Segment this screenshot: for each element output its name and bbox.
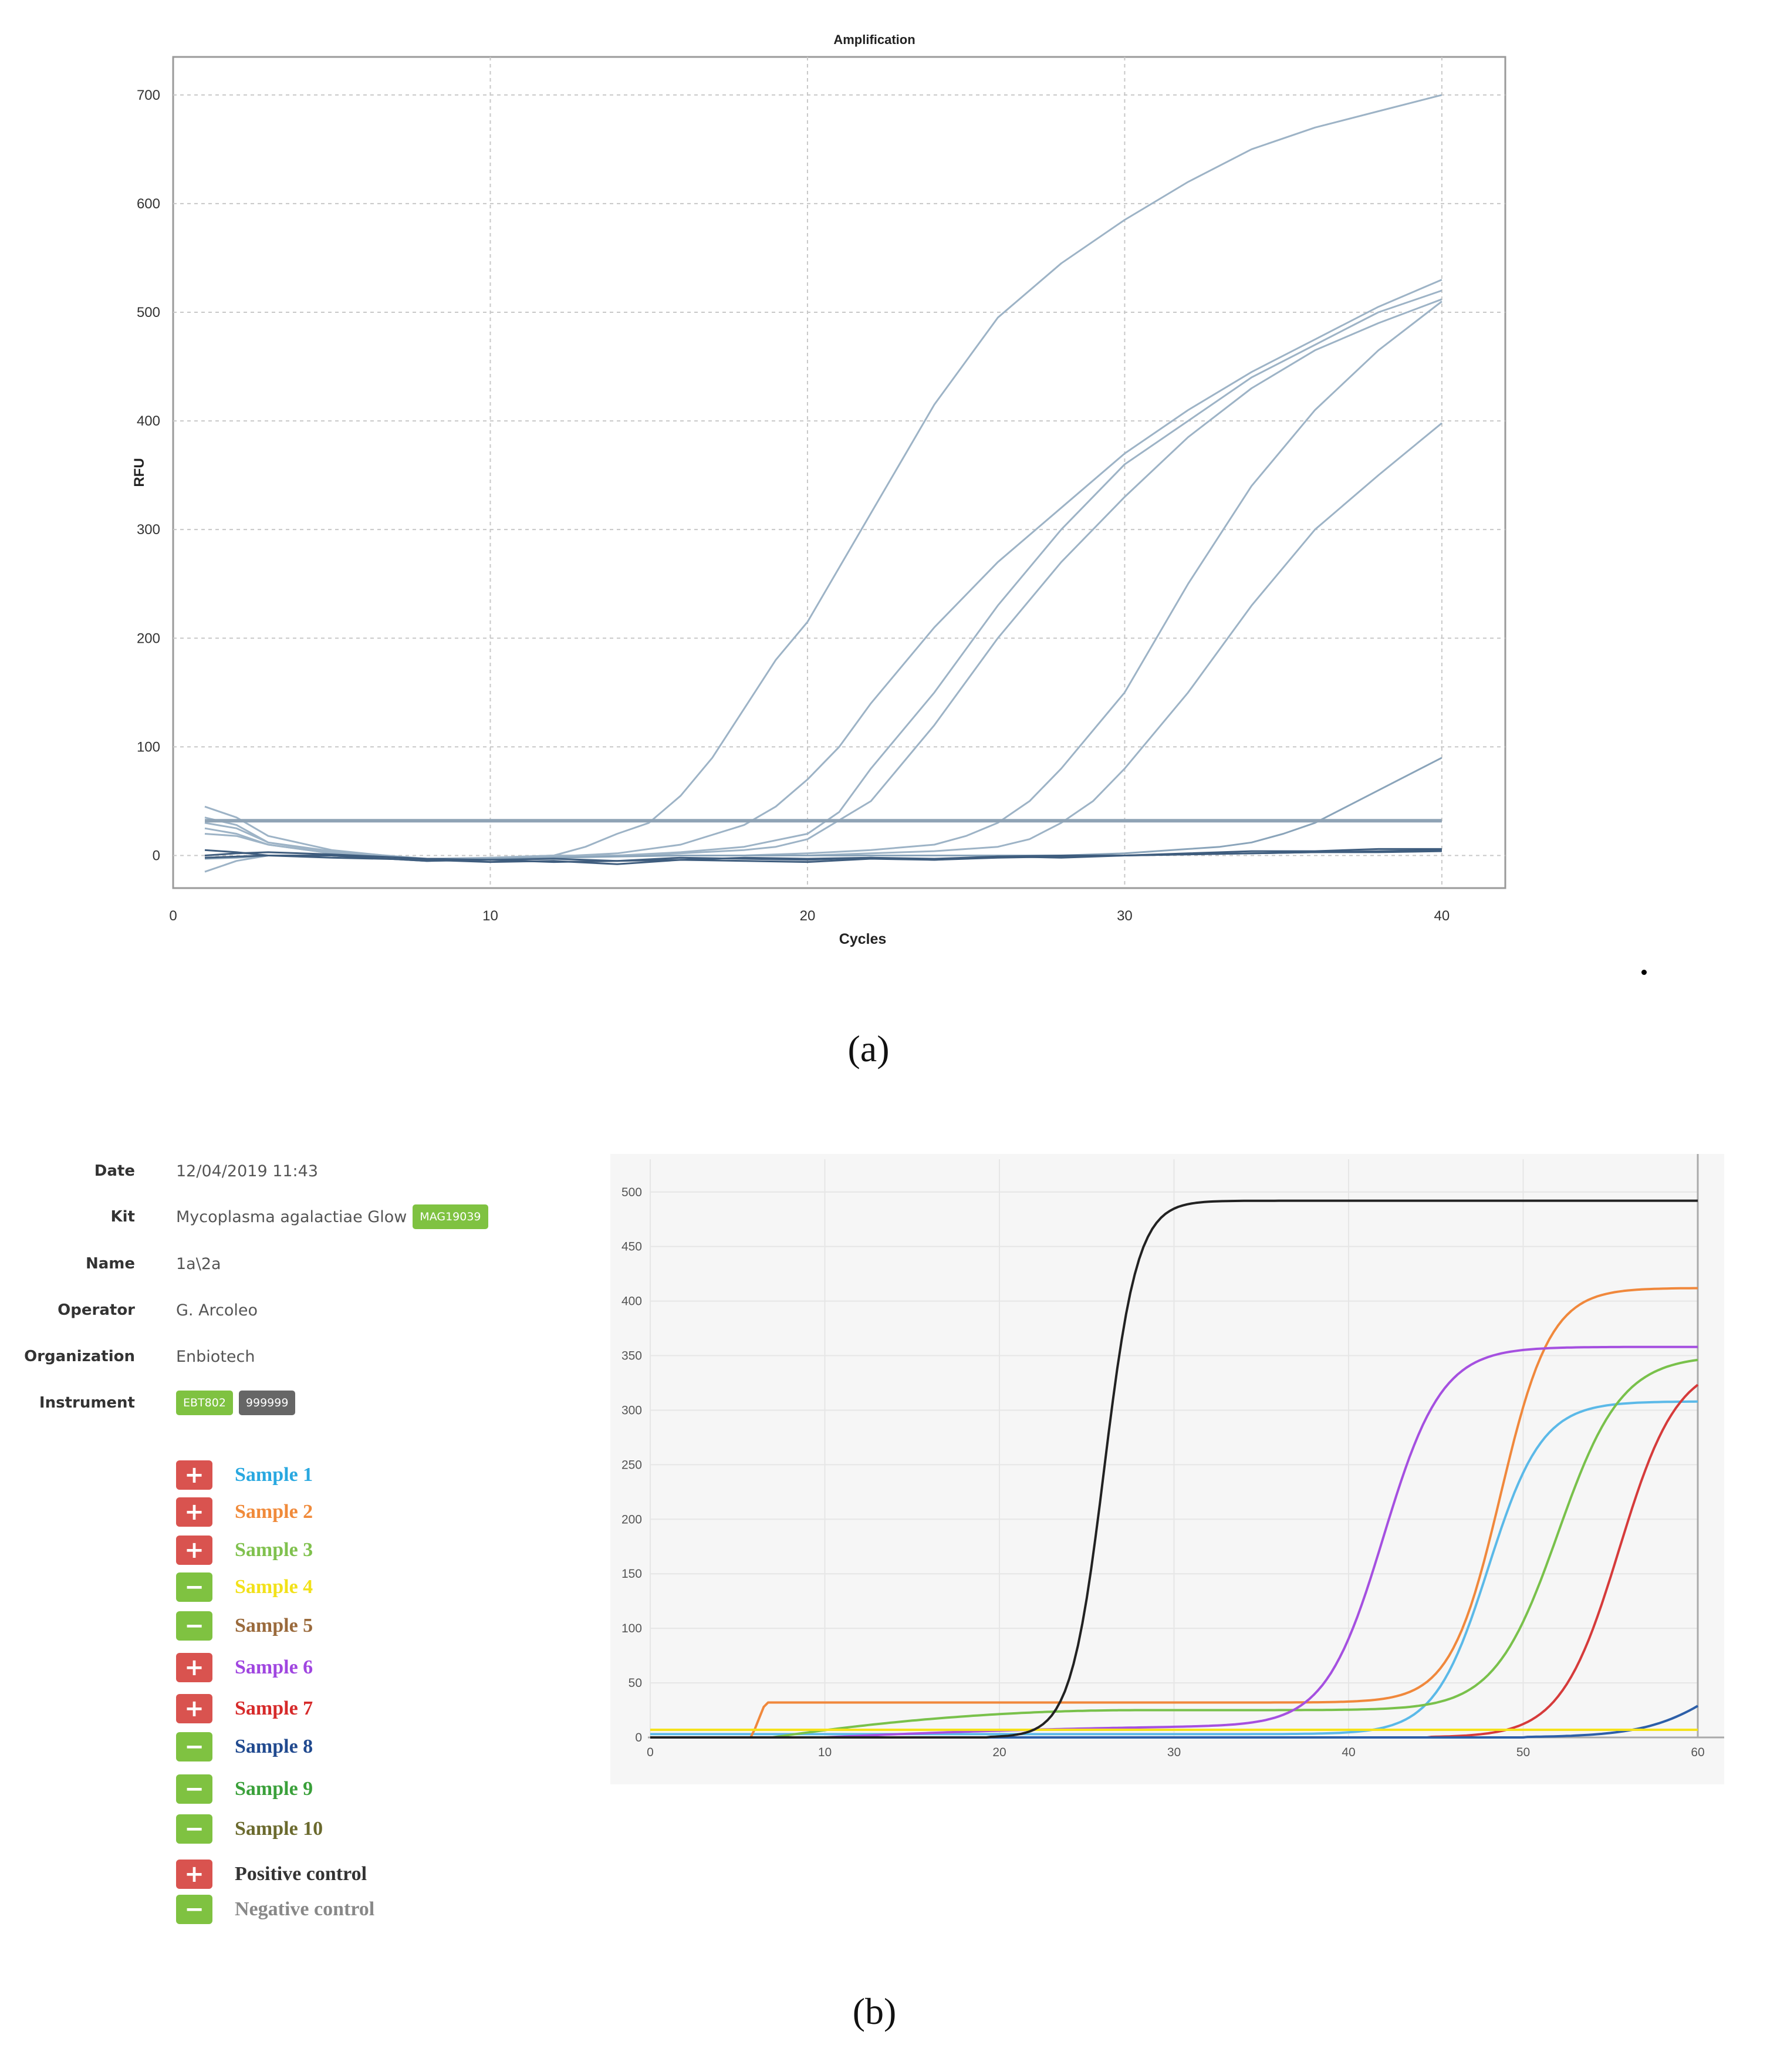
- x-tick-label: 30: [1117, 908, 1133, 924]
- y-tick-label: 600: [137, 196, 160, 212]
- negative-result-icon: −: [176, 1895, 212, 1924]
- instrument-tags: EBT802 999999: [176, 1391, 296, 1415]
- x-tick-label: 60: [1691, 1746, 1704, 1759]
- date-value: 12/04/2019 11:43: [176, 1162, 319, 1180]
- x-axis-label: Cycles: [839, 931, 887, 947]
- y-tick-label: 200: [137, 630, 160, 646]
- x-tick-label: 30: [1167, 1746, 1181, 1759]
- x-tick-label: 20: [992, 1746, 1006, 1759]
- organization-label: Organization: [24, 1348, 135, 1365]
- series-line: [650, 1287, 1698, 1739]
- organization-value: Enbiotech: [176, 1347, 255, 1366]
- x-tick-label: 20: [800, 908, 816, 924]
- kit-tag: MAG19039: [413, 1204, 488, 1229]
- instrument-label: Instrument: [39, 1394, 135, 1412]
- positive-result-icon: +: [176, 1653, 212, 1682]
- positive-result-icon: +: [176, 1694, 212, 1723]
- y-tick-label: 300: [621, 1403, 642, 1417]
- plot-area: [172, 56, 1506, 889]
- kit-value-wrap: Mycoplasma agalactiae Glow MAG19039: [176, 1204, 488, 1229]
- x-tick-label: 0: [169, 908, 177, 924]
- instrument-tag-2: 999999: [238, 1391, 296, 1415]
- y-tick-label: 50: [629, 1676, 642, 1690]
- y-tick-label: 400: [621, 1295, 642, 1308]
- amplification-curve: [204, 849, 1442, 865]
- sample-label: Sample 2: [235, 1501, 313, 1523]
- sample-row: − Sample 10: [176, 1813, 323, 1845]
- instrument-tag-1: EBT802: [176, 1391, 233, 1415]
- y-tick-label: 0: [635, 1731, 642, 1744]
- stray-dot: [1641, 970, 1647, 975]
- sample-row: − Negative control: [176, 1893, 374, 1926]
- chart-b-background: [610, 1154, 1724, 1784]
- series-line: [650, 1199, 1698, 1739]
- y-tick-label: 300: [137, 522, 160, 538]
- sample-label: Sample 5: [235, 1615, 313, 1636]
- x-tick-label: 40: [1342, 1746, 1355, 1759]
- amplification-curve: [204, 848, 1442, 863]
- sample-label: Sample 7: [235, 1698, 313, 1719]
- sample-row: − Sample 8: [176, 1730, 313, 1763]
- y-tick-label: 350: [621, 1349, 642, 1363]
- y-tick-label: 450: [621, 1240, 642, 1254]
- amplification-curve: [204, 301, 1442, 860]
- caption-a: (a): [847, 1028, 890, 1069]
- positive-result-icon: +: [176, 1860, 212, 1889]
- sample-row: + Sample 2: [176, 1496, 313, 1528]
- kit-value: Mycoplasma agalactiae Glow: [176, 1207, 407, 1226]
- x-tick-label: 50: [1516, 1746, 1530, 1759]
- y-tick-label: 500: [137, 305, 160, 320]
- sample-label: Sample 6: [235, 1656, 313, 1678]
- sample-label: Positive control: [235, 1863, 367, 1885]
- negative-result-icon: −: [176, 1774, 212, 1804]
- kit-label: Kit: [110, 1208, 136, 1226]
- operator-value: G. Arcoleo: [176, 1301, 258, 1320]
- y-tick-label: 500: [621, 1186, 642, 1199]
- y-tick-label: 700: [137, 87, 160, 103]
- y-axis-label: RFU: [131, 458, 147, 487]
- y-tick-label: 150: [621, 1567, 642, 1581]
- x-tick-label: 10: [482, 908, 498, 924]
- sample-label: Sample 3: [235, 1539, 313, 1561]
- name-label: Name: [85, 1255, 135, 1273]
- negative-result-icon: −: [176, 1611, 212, 1641]
- sample-label: Sample 9: [235, 1778, 313, 1800]
- sample-label: Sample 8: [235, 1736, 313, 1757]
- sample-row: − Sample 5: [176, 1609, 313, 1642]
- sample-label: Sample 10: [235, 1818, 323, 1840]
- amplification-chart: 0 10 20 30 400100200300400500600700Amplifica…: [131, 32, 1506, 947]
- sample-label: Sample 1: [235, 1464, 313, 1486]
- operator-label: Operator: [58, 1301, 135, 1319]
- negative-result-icon: −: [176, 1732, 212, 1761]
- x-tick-label: 0: [647, 1746, 654, 1759]
- sample-label: Sample 4: [235, 1576, 313, 1598]
- sample-row: + Positive control: [176, 1858, 367, 1891]
- positive-result-icon: +: [176, 1460, 212, 1490]
- sample-row: + Sample 3: [176, 1534, 313, 1567]
- y-tick-label: 250: [621, 1458, 642, 1472]
- name-value: 1a\2a: [176, 1254, 221, 1273]
- y-tick-label: 200: [621, 1513, 642, 1526]
- sample-row: + Sample 6: [176, 1651, 313, 1684]
- sample-row: − Sample 9: [176, 1773, 313, 1806]
- sample-row: + Sample 7: [176, 1692, 313, 1725]
- positive-result-icon: +: [176, 1497, 212, 1527]
- chart-title: Amplification: [833, 32, 915, 47]
- glow-amplification-chart: 0 10 20 30 40 50 60 0 50 100 150 200 250 300 350 400 450…: [610, 1154, 1724, 1784]
- series-line: [650, 1400, 1698, 1736]
- sample-row: + Sample 1: [176, 1459, 313, 1491]
- positive-result-icon: +: [176, 1536, 212, 1565]
- y-tick-label: 100: [137, 739, 160, 755]
- date-label: Date: [94, 1162, 135, 1180]
- y-tick-label: 400: [137, 413, 160, 429]
- sample-row: − Sample 4: [176, 1571, 313, 1604]
- negative-result-icon: −: [176, 1572, 212, 1602]
- y-tick-label: 0: [153, 848, 160, 863]
- x-tick-label: 40: [1434, 908, 1450, 924]
- x-tick-label: 10: [818, 1746, 832, 1759]
- y-tick-label: 100: [621, 1622, 642, 1635]
- caption-b: (b): [852, 1990, 897, 2032]
- negative-result-icon: −: [176, 1814, 212, 1844]
- sample-label: Negative control: [235, 1898, 375, 1920]
